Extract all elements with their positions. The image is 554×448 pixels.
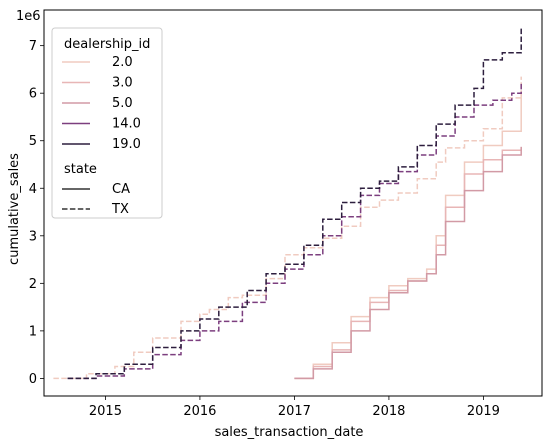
x-tick-label: 2018 xyxy=(372,404,405,419)
x-tick-label: 2016 xyxy=(183,404,216,419)
y-tick-label: 3 xyxy=(29,229,37,244)
x-axis-ticks: 2015 2016 2017 2018 2019 xyxy=(89,396,500,419)
x-tick-label: 2017 xyxy=(278,404,311,419)
x-tick-label: 2019 xyxy=(467,404,500,419)
y-offset-text: 1e6 xyxy=(16,9,41,24)
y-axis-label: cumulative_sales xyxy=(7,153,22,265)
y-tick-label: 0 xyxy=(29,372,37,387)
y-tick-label: 7 xyxy=(29,39,37,54)
y-axis-ticks: 0 1 2 3 4 5 6 7 xyxy=(29,39,44,387)
legend-style-label-ca: CA xyxy=(112,182,130,197)
legend-style-title: state xyxy=(64,162,97,177)
series-line-19-0-tx xyxy=(67,26,522,380)
series-layer xyxy=(53,26,522,380)
y-tick-label: 1 xyxy=(29,324,37,339)
x-axis-label: sales_transaction_date xyxy=(215,425,364,440)
legend-frame xyxy=(51,27,163,219)
legend-hue-items: 2.0 3.0 5.0 14.0 19.0 xyxy=(62,55,141,152)
legend-label-2-0: 2.0 xyxy=(112,55,133,70)
series-line-5-0-ca xyxy=(294,146,522,380)
y-tick-label: 5 xyxy=(29,134,37,149)
legend-hue-title: dealership_id xyxy=(64,37,150,52)
legend-label-19-0: 19.0 xyxy=(112,137,141,152)
y-tick-label: 2 xyxy=(29,277,37,292)
legend-label-5-0: 5.0 xyxy=(112,96,133,111)
legend-style-items: CA TX xyxy=(62,182,130,217)
legend: dealership_id 2.0 3.0 5.0 14.0 19.0 state CA… xyxy=(51,27,163,219)
y-tick-label: 4 xyxy=(29,182,37,197)
y-tick-label: 6 xyxy=(29,87,37,102)
legend-style-label-tx: TX xyxy=(111,202,129,217)
legend-label-14-0: 14.0 xyxy=(112,117,141,132)
legend-label-3-0: 3.0 xyxy=(112,76,133,91)
x-tick-label: 2015 xyxy=(89,404,122,419)
